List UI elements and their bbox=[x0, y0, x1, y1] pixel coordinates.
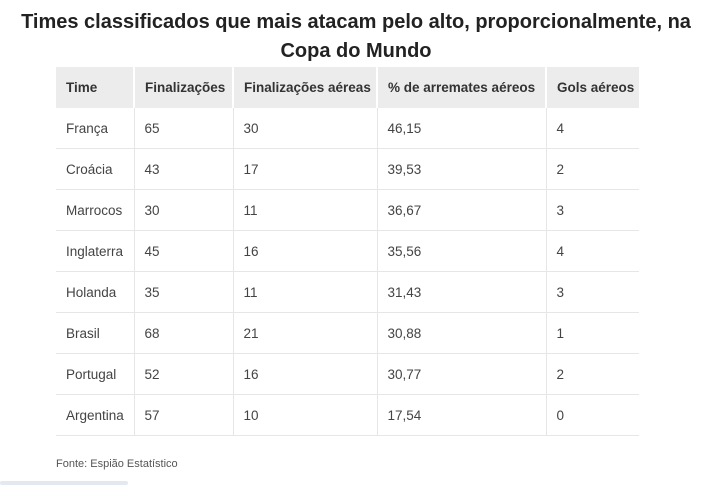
cell-finalizacoes-aereas: 10 bbox=[233, 394, 378, 436]
cell-team: Marrocos bbox=[56, 189, 135, 231]
cell-gols-aereos: 1 bbox=[546, 312, 639, 354]
table-row: França 65 30 46,15 4 bbox=[56, 108, 639, 149]
table-title-line-1: Times classificados que mais atacam pelo… bbox=[21, 11, 691, 33]
cell-finalizacoes: 45 bbox=[134, 230, 234, 272]
cell-gols-aereos: 0 bbox=[546, 394, 639, 436]
cell-team: Portugal bbox=[56, 353, 135, 395]
cell-gols-aereos: 4 bbox=[546, 108, 639, 149]
table-header: Time Finalizações Finalizações aéreas % … bbox=[56, 67, 639, 108]
cell-finalizacoes: 35 bbox=[134, 271, 234, 313]
cell-finalizacoes-aereas: 30 bbox=[233, 108, 378, 149]
cell-team: Croácia bbox=[56, 148, 135, 190]
table-row: Argentina 57 10 17,54 0 bbox=[56, 394, 639, 436]
cell-percent: 46,15 bbox=[377, 108, 547, 149]
header-time: Time bbox=[56, 67, 135, 108]
header-finalizacoes-aereas: Finalizações aéreas bbox=[233, 67, 378, 108]
cell-gols-aereos: 3 bbox=[546, 189, 639, 231]
table-row: Marrocos 30 11 36,67 3 bbox=[56, 189, 639, 231]
cell-finalizacoes-aereas: 11 bbox=[233, 271, 378, 313]
header-gols-aereos: Gols aéreos bbox=[546, 67, 639, 108]
table-row: Holanda 35 11 31,43 3 bbox=[56, 271, 639, 313]
table-row: Croácia 43 17 39,53 2 bbox=[56, 148, 639, 190]
cell-finalizacoes-aereas: 21 bbox=[233, 312, 378, 354]
header-row: Time Finalizações Finalizações aéreas % … bbox=[56, 67, 639, 108]
cell-gols-aereos: 3 bbox=[546, 271, 639, 313]
table-row: Inglaterra 45 16 35,56 4 bbox=[56, 230, 639, 272]
cell-finalizacoes-aereas: 16 bbox=[233, 353, 378, 395]
header-percent-arremates-aereos: % de arremates aéreos bbox=[377, 67, 547, 108]
cell-gols-aereos: 2 bbox=[546, 353, 639, 395]
cell-finalizacoes-aereas: 17 bbox=[233, 148, 378, 190]
stats-table: Time Finalizações Finalizações aéreas % … bbox=[56, 67, 639, 436]
cell-finalizacoes-aereas: 11 bbox=[233, 189, 378, 231]
cell-percent: 30,88 bbox=[377, 312, 547, 354]
cell-percent: 39,53 bbox=[377, 148, 547, 190]
cell-team: Inglaterra bbox=[56, 230, 135, 272]
cell-finalizacoes: 65 bbox=[134, 108, 234, 149]
cell-percent: 35,56 bbox=[377, 230, 547, 272]
cell-team: França bbox=[56, 108, 135, 149]
cell-percent: 31,43 bbox=[377, 271, 547, 313]
cell-percent: 36,67 bbox=[377, 189, 547, 231]
cell-finalizacoes: 68 bbox=[134, 312, 234, 354]
cell-team: Brasil bbox=[56, 312, 135, 354]
cell-team: Argentina bbox=[56, 394, 135, 436]
source-note: Fonte: Espião Estatístico bbox=[56, 458, 178, 470]
cell-finalizacoes: 52 bbox=[134, 353, 234, 395]
table-title-line-2: Copa do Mundo bbox=[280, 40, 432, 62]
table-row: Portugal 52 16 30,77 2 bbox=[56, 353, 639, 395]
cell-gols-aereos: 2 bbox=[546, 148, 639, 190]
cell-finalizacoes: 43 bbox=[134, 148, 234, 190]
horizontal-scrollbar[interactable] bbox=[0, 481, 128, 485]
cell-percent: 30,77 bbox=[377, 353, 547, 395]
header-finalizacoes: Finalizações bbox=[134, 67, 234, 108]
table-body: França 65 30 46,15 4 Croácia 43 17 39,53… bbox=[56, 108, 639, 436]
cell-finalizacoes: 30 bbox=[134, 189, 234, 231]
cell-team: Holanda bbox=[56, 271, 135, 313]
cell-percent: 17,54 bbox=[377, 394, 547, 436]
table-row: Brasil 68 21 30,88 1 bbox=[56, 312, 639, 354]
table-title: Times classificados que mais atacam pelo… bbox=[0, 8, 712, 66]
cell-finalizacoes: 57 bbox=[134, 394, 234, 436]
cell-finalizacoes-aereas: 16 bbox=[233, 230, 378, 272]
cell-gols-aereos: 4 bbox=[546, 230, 639, 272]
